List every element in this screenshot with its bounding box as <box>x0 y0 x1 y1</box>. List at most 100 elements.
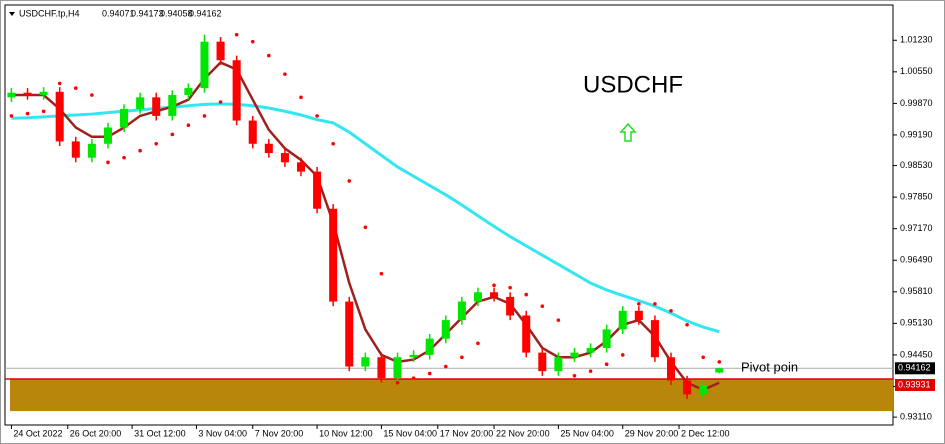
candle-body <box>715 368 724 373</box>
candle-body <box>103 127 112 144</box>
candle-body <box>39 91 48 96</box>
support-zone <box>10 379 893 412</box>
x-tick-label: 22 Nov 20:00 <box>496 428 550 438</box>
x-tick-label: 2 Dec 12:00 <box>681 428 730 438</box>
sar-dot <box>379 271 384 276</box>
candle-body <box>522 315 531 353</box>
candle-body <box>23 92 32 96</box>
sar-dot <box>604 362 609 367</box>
sar-dot <box>186 123 191 127</box>
y-tick-label: 0.96490 <box>900 255 933 265</box>
sar-dot <box>653 302 657 306</box>
candle-body <box>232 60 241 121</box>
y-tick-label: 0.97850 <box>900 192 933 202</box>
ohlc-low: 0.94058 <box>160 8 193 18</box>
sar-dot <box>556 318 561 322</box>
sar-dot <box>218 100 223 104</box>
candle-body <box>683 380 692 395</box>
sar-dot <box>331 141 335 146</box>
candle-body <box>313 171 322 209</box>
candle-body <box>87 143 96 158</box>
support-tag-bg <box>895 379 935 392</box>
sar-dot <box>363 225 368 230</box>
price-tag-bg <box>895 362 935 375</box>
candle-body <box>409 354 418 358</box>
x-tick-label: 17 Nov 20:00 <box>440 428 494 438</box>
ma-line <box>11 102 720 334</box>
up-arrow-icon <box>619 122 637 142</box>
sar-dot <box>476 341 480 346</box>
sar-dot <box>443 364 448 369</box>
candle-body <box>538 352 547 372</box>
sar-dot <box>460 355 464 360</box>
candle-body <box>200 41 209 89</box>
candle-body <box>184 88 193 96</box>
candle-body <box>120 108 129 128</box>
x-tick-label: 15 Nov 04:00 <box>383 428 437 438</box>
candle-body <box>506 296 515 316</box>
sar-dot <box>267 53 271 58</box>
y-tick-label: 0.97170 <box>900 223 933 233</box>
sar-dot <box>106 160 110 165</box>
x-tick-label: 31 Oct 12:00 <box>134 428 186 438</box>
candle-body <box>136 97 145 109</box>
sar-dot <box>154 141 159 146</box>
sar-dot <box>395 380 400 385</box>
sar-dot <box>25 111 30 116</box>
sar-dot <box>299 95 303 100</box>
candle-body <box>425 338 434 355</box>
candle-body <box>152 97 161 116</box>
ohlc-high: 0.94173 <box>131 8 164 18</box>
sar-dot <box>717 360 722 364</box>
x-tick-label: 26 Oct 20:00 <box>70 428 122 438</box>
y-tick-label: 1.00550 <box>900 66 933 76</box>
candle-body <box>634 310 643 321</box>
sar-dot <box>411 376 416 380</box>
sar-dot <box>202 114 207 118</box>
candle-body <box>586 347 595 353</box>
x-tick-label: 29 Nov 20:00 <box>625 428 679 438</box>
sar-dot <box>347 179 352 183</box>
candle-body <box>71 141 80 158</box>
sar-dot <box>170 132 175 137</box>
sar-dot <box>492 283 496 288</box>
plot-border <box>4 4 894 426</box>
y-tick-label: 0.95810 <box>900 286 933 296</box>
y-tick-label: 1.01230 <box>900 35 933 45</box>
x-tick-label: 3 Nov 04:00 <box>198 428 247 438</box>
sar-dot <box>250 39 255 44</box>
candle-body <box>457 301 466 321</box>
sar-dot <box>540 304 545 308</box>
sar-dot <box>57 81 62 86</box>
y-tick-label: 0.98530 <box>900 160 933 170</box>
candle-body <box>216 41 225 61</box>
sar-dot <box>234 32 239 37</box>
candle-body <box>570 352 579 358</box>
sar-dot <box>73 86 78 90</box>
sar-dot <box>283 72 287 76</box>
sar-dot <box>524 292 529 297</box>
sar-dot <box>138 148 142 153</box>
x-tick-label: 24 Oct 2022 <box>13 428 62 438</box>
sar-dot <box>508 285 512 290</box>
candle-body <box>666 357 676 381</box>
sar-dot <box>637 302 641 306</box>
sar-dot <box>685 322 689 327</box>
sar-dot <box>669 309 673 313</box>
candle-body <box>296 162 306 172</box>
sar-dot <box>427 371 432 376</box>
y-tick-label: 0.99190 <box>900 129 933 139</box>
candle-body <box>473 292 482 302</box>
candle-body <box>554 357 563 372</box>
x-tick-label: 7 Nov 20:00 <box>255 428 304 438</box>
candle-body <box>168 95 177 116</box>
y-tick-label: 0.93110 <box>900 411 932 421</box>
symbol: USDCHF.tp,H4 <box>19 8 80 18</box>
sar-dot <box>122 155 126 160</box>
y-tick-label: 0.99870 <box>900 98 933 108</box>
candle-body <box>650 320 659 358</box>
sar-dot <box>588 369 593 373</box>
